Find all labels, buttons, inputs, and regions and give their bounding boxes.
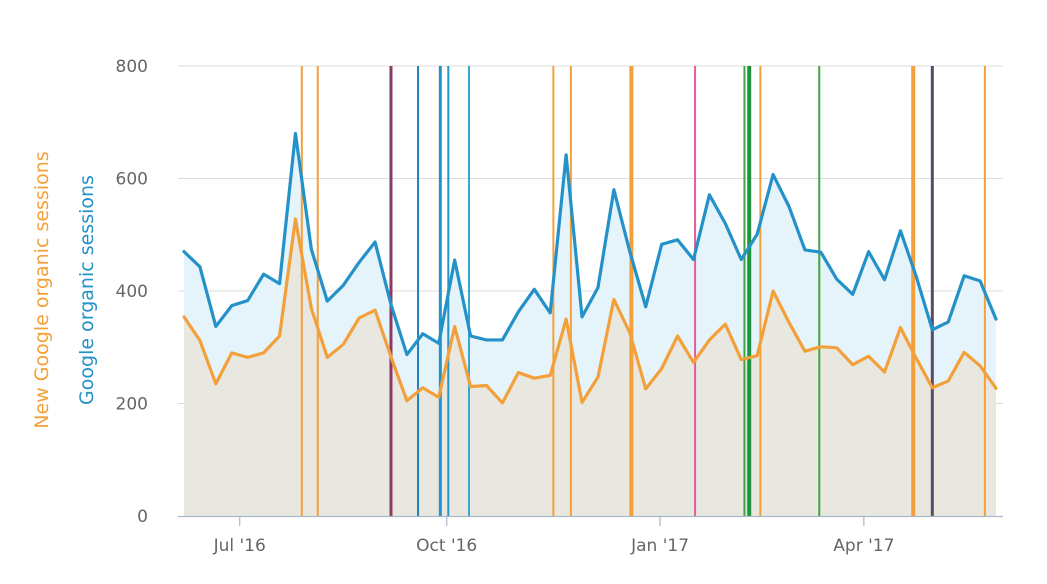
y-tick-label-600: 600 — [116, 170, 148, 190]
series-line-organic-sessions[interactable] — [182, 131, 998, 357]
series-area-new-organic-sessions — [184, 219, 996, 516]
series-lines[interactable] — [182, 131, 998, 405]
y-axis-title-primary: Google organic sessions — [76, 175, 98, 405]
axes: 0 200 400 600 800 Jul '16 Oct '16 Jan '17 Apr '1… — [116, 57, 1003, 556]
series-line-new-organic-sessions[interactable] — [182, 217, 998, 405]
y-tick-label-800: 800 — [116, 57, 148, 77]
y-tick-label-200: 200 — [116, 395, 148, 415]
y-tick-label-0: 0 — [137, 507, 148, 527]
x-tick-label: Jan '17 — [630, 536, 689, 556]
x-tick-label: Apr '17 — [833, 536, 894, 556]
x-tick-label: Jul '16 — [213, 536, 266, 556]
series-areas — [184, 133, 996, 516]
annotation-markers[interactable] — [300, 66, 986, 516]
x-tick-label: Oct '16 — [416, 536, 477, 556]
y-tick-label-400: 400 — [116, 282, 148, 302]
y-axis-title-secondary: New Google organic sessions — [31, 151, 53, 428]
